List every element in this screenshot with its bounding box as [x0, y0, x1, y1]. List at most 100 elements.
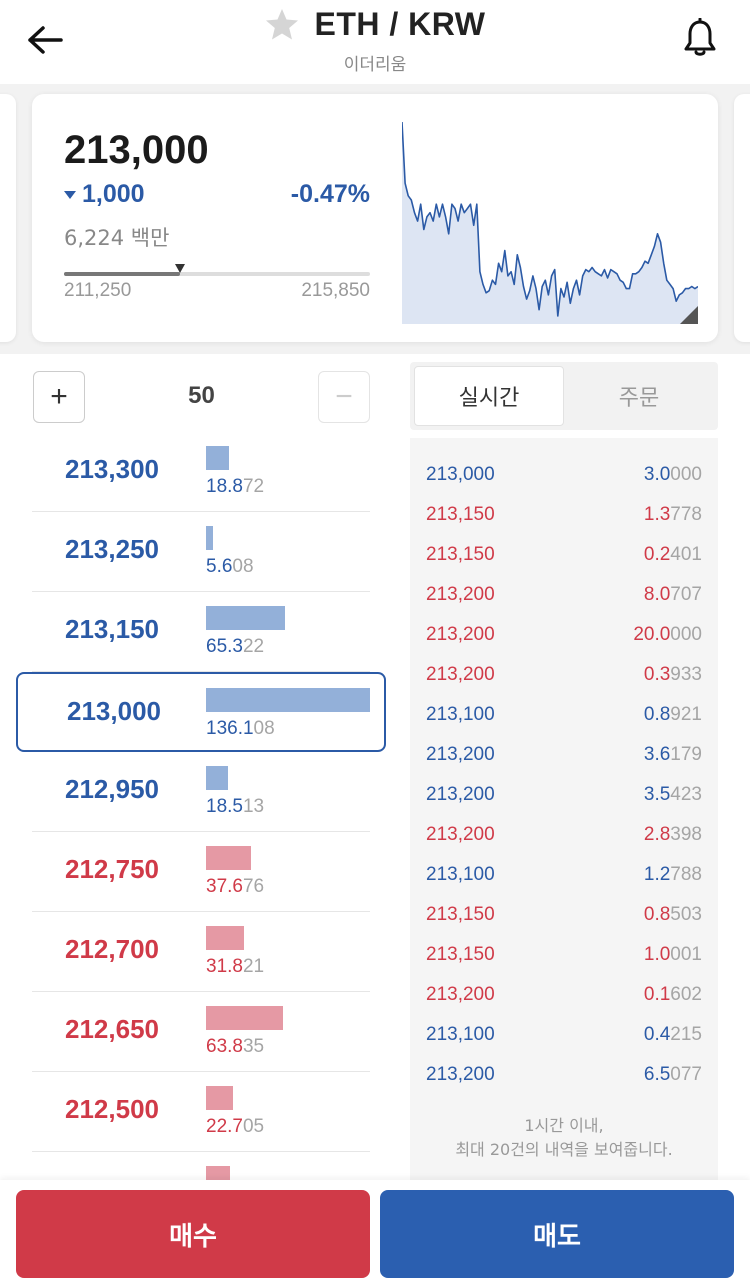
trade-row: 213,200 0.1602 — [426, 974, 702, 1014]
orderbook-row-current[interactable]: 213,000 136.108 — [16, 672, 386, 752]
orderbook-qty-bar — [206, 606, 285, 630]
orderbook-qty-bar — [206, 1006, 283, 1030]
orderbook-row[interactable]: 212,950 18.513 — [32, 752, 370, 832]
sell-button[interactable]: 매도 — [380, 1190, 734, 1278]
orderbook-row[interactable]: 213,250 5.608 — [32, 512, 370, 592]
trade-qty: 8.0707 — [643, 584, 702, 605]
title-block: ETH / KRW 이더리움 — [0, 6, 750, 75]
trade-row: 213,200 0.3933 — [426, 654, 702, 694]
chart-area — [402, 122, 698, 324]
trade-qty: 3.6179 — [643, 744, 702, 765]
page-title: ETH / KRW — [314, 6, 486, 42]
tab-realtime[interactable]: 실시간 — [414, 366, 564, 426]
day-low: 211,250 — [64, 280, 132, 301]
expand-corner-icon — [680, 306, 698, 324]
orderbook-price: 212,700 — [65, 934, 159, 964]
orderbook-qty: 37.676 — [206, 876, 265, 897]
trade-row: 213,200 2.8398 — [426, 814, 702, 854]
orderbook-qty: 136.108 — [206, 718, 275, 739]
orderbook-qty: 63.835 — [206, 1036, 265, 1057]
trade-row: 213,150 0.2401 — [426, 534, 702, 574]
trade-qty: 0.1602 — [643, 984, 702, 1005]
day-high: 215,850 — [301, 280, 370, 301]
tick-decrease-button[interactable]: − — [318, 371, 370, 423]
orderbook-row[interactable]: 213,300 18.872 — [32, 432, 370, 512]
bell-icon — [684, 18, 716, 56]
orderbook-qty-bar — [206, 846, 251, 870]
orderbook-row[interactable]: 213,150 65.322 — [32, 592, 370, 672]
orderbook-row[interactable]: 212,500 22.705 — [32, 1072, 370, 1152]
trade-row: 213,000 3.0000 — [426, 454, 702, 494]
orderbook-qty-bar — [206, 766, 228, 790]
trades-note-line: 1시간 이내, — [524, 1116, 604, 1135]
day-range-fill — [64, 272, 181, 276]
trade-row: 213,200 6.5077 — [426, 1054, 702, 1094]
tab-orders[interactable]: 주문 — [618, 386, 660, 411]
buy-button[interactable]: 매수 — [16, 1190, 370, 1278]
prev-market-card[interactable] — [0, 94, 16, 342]
orderbook-qty-bar — [206, 1086, 233, 1110]
trade-row: 213,100 0.4215 — [426, 1014, 702, 1054]
trade-price: 213,150 — [426, 904, 495, 925]
trade-price: 213,150 — [426, 544, 495, 565]
trade-price: 213,200 — [426, 664, 495, 685]
trades-note-line: 최대 20건의 내역을 보여줍니다. — [455, 1140, 673, 1159]
trade-price: 213,200 — [426, 624, 495, 645]
orderbook-price: 212,500 — [65, 1094, 159, 1124]
orderbook-row[interactable]: 212,700 31.821 — [32, 912, 370, 992]
orderbook-row[interactable]: 212,750 37.676 — [32, 832, 370, 912]
app-header: ETH / KRW 이더리움 — [0, 0, 750, 84]
trade-row: 213,150 0.8503 — [426, 894, 702, 934]
trade-price: 213,200 — [426, 584, 495, 605]
orderbook-qty: 18.872 — [206, 476, 265, 497]
trade-price: 213,100 — [426, 1024, 495, 1045]
orderbook-qty-bar — [206, 688, 370, 712]
alert-button[interactable] — [678, 16, 722, 60]
trade-price: 213,200 — [426, 984, 495, 1005]
next-market-card[interactable] — [734, 94, 750, 342]
trade-qty: 0.4215 — [643, 1024, 702, 1045]
trade-qty: 1.0001 — [643, 944, 702, 965]
trade-price: 213,150 — [426, 504, 495, 525]
trade-row: 213,150 1.0001 — [426, 934, 702, 974]
trade-qty: 0.8503 — [643, 904, 702, 925]
tick-increase-button[interactable]: + — [33, 371, 85, 423]
day-range-bar — [64, 264, 370, 276]
trade-price: 213,100 — [426, 704, 495, 725]
trade-qty: 0.3933 — [643, 664, 702, 685]
tick-count-value: 50 — [188, 382, 215, 409]
change-row: 1,000 -0.47% — [64, 180, 370, 210]
current-price: 213,000 — [64, 128, 209, 172]
trade-row: 213,200 8.0707 — [426, 574, 702, 614]
orderbook-price: 212,750 — [65, 854, 159, 884]
trade-price: 213,150 — [426, 944, 495, 965]
trade-row: 213,200 3.5423 — [426, 774, 702, 814]
trade-qty: 1.2788 — [643, 864, 702, 885]
trade-row: 213,200 20.0000 — [426, 614, 702, 654]
star-icon[interactable] — [264, 7, 300, 43]
recent-trades: 1시간 이내, 최대 20건의 내역을 보여줍니다. 213,000 3.0000… — [410, 438, 718, 1188]
trade-row: 213,100 0.8921 — [426, 694, 702, 734]
trade-qty: 0.8921 — [643, 704, 702, 725]
trade-qty: 6.5077 — [643, 1064, 702, 1085]
orderbook-price: 213,150 — [65, 614, 159, 644]
orderbook-qty: 31.821 — [206, 956, 265, 977]
change-percent: -0.47% — [290, 180, 370, 208]
trade-price: 213,200 — [426, 744, 495, 765]
back-button[interactable] — [22, 18, 66, 62]
trade-row: 213,100 1.2788 — [426, 854, 702, 894]
orderbook-qty-bar — [206, 926, 244, 950]
orderbook-price: 212,650 — [65, 1014, 159, 1044]
page-subtitle: 이더리움 — [343, 54, 407, 75]
down-triangle-icon — [64, 190, 76, 199]
trade-row: 213,200 3.6179 — [426, 734, 702, 774]
orderbook-qty: 65.322 — [206, 636, 265, 657]
trade-qty: 1.3778 — [643, 504, 702, 525]
chart-line — [402, 121, 698, 317]
orderbook-qty: 5.608 — [206, 556, 254, 577]
orderbook-row[interactable]: 212,650 63.835 — [32, 992, 370, 1072]
trade-qty: 0.2401 — [643, 544, 702, 565]
trade-price: 213,100 — [426, 864, 495, 885]
price-mini-chart[interactable] — [402, 118, 698, 324]
trade-qty: 3.0000 — [643, 464, 702, 485]
